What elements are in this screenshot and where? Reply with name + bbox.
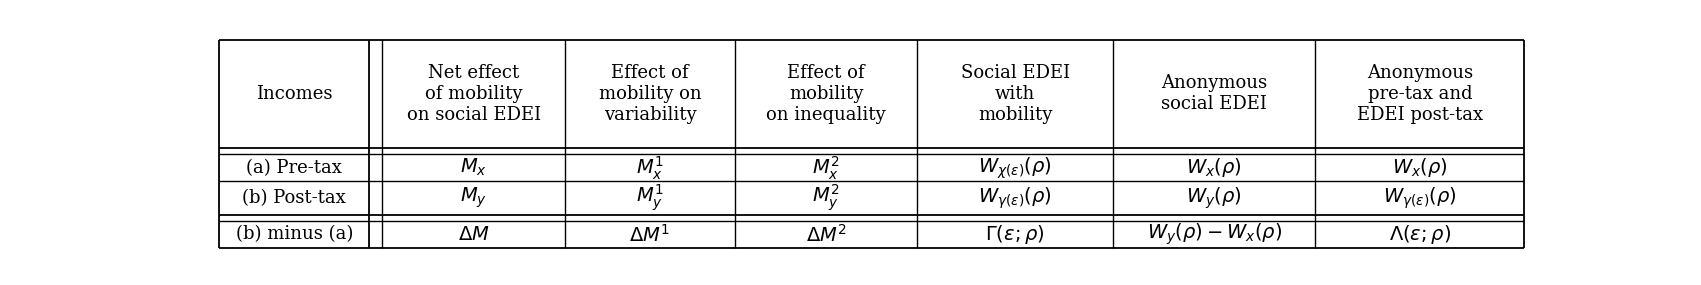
Text: $M_y^2$: $M_y^2$ [813,183,840,213]
Text: Anonymous
pre-tax and
EDEI post-tax: Anonymous pre-tax and EDEI post-tax [1357,64,1483,124]
Text: Social EDEI
with
mobility: Social EDEI with mobility [961,64,1070,124]
Text: Effect of
mobility
on inequality: Effect of mobility on inequality [765,64,886,124]
Text: $M_y^1$: $M_y^1$ [636,183,663,213]
Text: Net effect
of mobility
on social EDEI: Net effect of mobility on social EDEI [407,64,541,124]
Text: $W_{\gamma(\epsilon)}(\rho)$: $W_{\gamma(\epsilon)}(\rho)$ [1383,185,1456,211]
Text: (b) minus (a): (b) minus (a) [235,225,352,244]
Text: (a) Pre-tax: (a) Pre-tax [247,159,342,177]
Text: $M_x$: $M_x$ [461,157,486,178]
Text: $\Delta M^2$: $\Delta M^2$ [806,224,847,245]
Text: $W_y(\rho) - W_x(\rho)$: $W_y(\rho) - W_x(\rho)$ [1146,222,1283,247]
Text: $\Delta M^1$: $\Delta M^1$ [629,224,670,245]
Text: $\Gamma(\epsilon; \rho)$: $\Gamma(\epsilon; \rho)$ [985,223,1044,246]
Text: $\Delta M$: $\Delta M$ [458,225,490,244]
Text: (b) Post-tax: (b) Post-tax [242,189,345,207]
Text: $\Lambda(\epsilon; \rho)$: $\Lambda(\epsilon; \rho)$ [1388,223,1451,246]
Text: Anonymous
social EDEI: Anonymous social EDEI [1162,74,1267,113]
Text: $M_x^2$: $M_x^2$ [813,154,840,182]
Text: Incomes: Incomes [257,85,332,103]
Text: $M_y$: $M_y$ [461,186,486,210]
Text: Effect of
mobility on
variability: Effect of mobility on variability [599,64,701,124]
Text: $W_x(\rho)$: $W_x(\rho)$ [1186,156,1242,179]
Text: $W_{\gamma(\epsilon)}(\rho)$: $W_{\gamma(\epsilon)}(\rho)$ [978,185,1053,211]
Text: $W_{\chi(\epsilon)}(\rho)$: $W_{\chi(\epsilon)}(\rho)$ [978,155,1053,181]
Text: $M_x^1$: $M_x^1$ [636,154,663,182]
Text: $W_x(\rho)$: $W_x(\rho)$ [1391,156,1448,179]
Text: $W_y(\rho)$: $W_y(\rho)$ [1186,185,1242,211]
